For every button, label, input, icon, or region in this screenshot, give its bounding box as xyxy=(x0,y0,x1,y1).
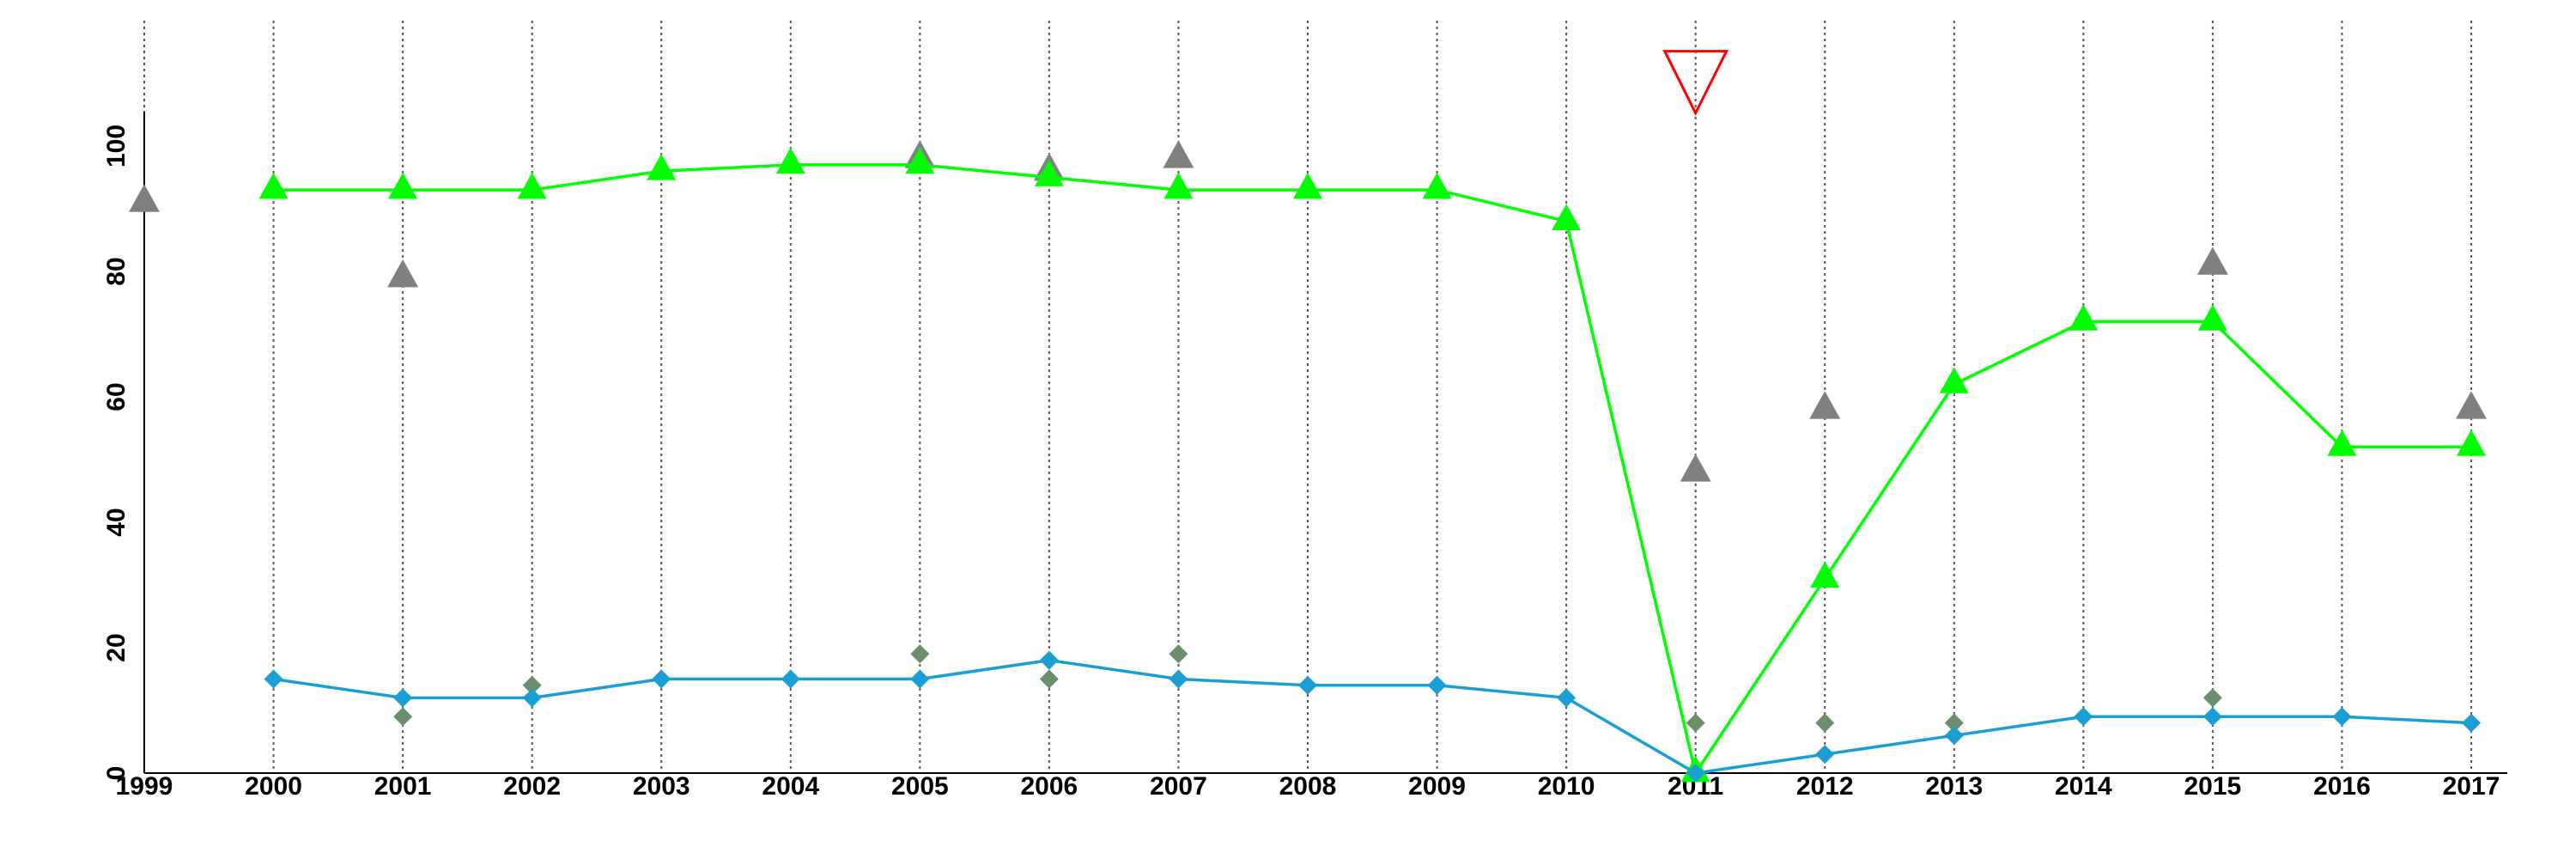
series-0-line xyxy=(273,163,2471,777)
y-tick-label-100: 100 xyxy=(102,125,131,168)
series-1-point-2013 xyxy=(1944,726,1964,746)
series-3-point-2001 xyxy=(393,707,413,727)
x-tick-label-2001: 2001 xyxy=(374,772,432,801)
y-tick-label-40: 40 xyxy=(102,508,131,536)
series-0-point-2004 xyxy=(775,147,805,174)
series-2-point-2012 xyxy=(1809,391,1841,419)
series-0-point-2002 xyxy=(517,172,547,199)
series-0-point-2013 xyxy=(1939,367,1969,393)
series-1-point-2016 xyxy=(2332,707,2352,727)
y-tick-label-80: 80 xyxy=(102,257,131,285)
series-3-point-2002 xyxy=(522,675,542,695)
series-1-point-2002 xyxy=(522,688,542,708)
series-3-point-2011 xyxy=(1686,713,1705,733)
series-1-point-2012 xyxy=(1815,745,1835,765)
series-1-point-2007 xyxy=(1169,669,1188,689)
series-1-point-2011 xyxy=(1686,764,1705,783)
series-2-point-2001 xyxy=(387,259,419,288)
series-0-point-2006 xyxy=(1034,160,1064,186)
series-0-point-2015 xyxy=(2197,304,2227,331)
series-1-point-2014 xyxy=(2074,707,2093,727)
series-3-point-2005 xyxy=(910,644,930,664)
series-0-line xyxy=(258,147,2486,783)
series-0-point-2001 xyxy=(388,172,418,199)
x-tick-label-2000: 2000 xyxy=(245,772,302,801)
series-3-scatter xyxy=(393,644,2222,733)
series-2-point-2017 xyxy=(2456,391,2487,419)
series-2-point-2015 xyxy=(2196,247,2228,275)
grid xyxy=(143,21,2472,773)
series-1-point-2003 xyxy=(652,669,671,689)
series-1-line xyxy=(264,650,2481,783)
x-tick-label-2012: 2012 xyxy=(1796,772,1854,801)
x-tick-label-2017: 2017 xyxy=(2443,772,2500,801)
series-1-point-2015 xyxy=(2202,707,2222,727)
series-0-point-2003 xyxy=(647,154,677,180)
series-0-point-2016 xyxy=(2327,430,2357,456)
series-0-point-2012 xyxy=(1810,561,1840,588)
series-0-point-2000 xyxy=(258,172,289,199)
series-0-point-2008 xyxy=(1293,172,1322,199)
series-3-point-2007 xyxy=(1169,644,1188,664)
axes: 1999 2000 2001 2002 2003 2004 2005 2006 2007 2008… xyxy=(102,112,2507,801)
series-0-point-2014 xyxy=(2069,304,2099,331)
series-1-point-2017 xyxy=(2462,713,2481,733)
series-1-point-2000 xyxy=(264,669,283,689)
y-tick-label-0: 0 xyxy=(102,766,131,781)
series-1-point-2010 xyxy=(1557,688,1577,708)
y-tick-label-60: 60 xyxy=(102,382,131,411)
x-tick-label-2003: 2003 xyxy=(633,772,690,801)
series-1-point-2001 xyxy=(393,688,413,708)
series-1-point-2008 xyxy=(1298,675,1317,695)
x-tick-label-2013: 2013 xyxy=(1925,772,1983,801)
annotation-layer xyxy=(1662,50,1729,116)
y-tick-label-20: 20 xyxy=(102,633,131,661)
x-tick-label-2010: 2010 xyxy=(1538,772,1595,801)
series-3-point-2013 xyxy=(1944,713,1964,733)
x-tick-label-1999: 1999 xyxy=(116,772,173,801)
series-0-point-2017 xyxy=(2457,430,2486,456)
series-0-point-2007 xyxy=(1163,172,1194,199)
series-0-point-2005 xyxy=(905,147,935,174)
series-1-point-2006 xyxy=(1039,650,1059,670)
series-2-point-1999 xyxy=(129,184,160,212)
x-tick-label-2007: 2007 xyxy=(1150,772,1207,801)
series-1-line xyxy=(273,658,2472,775)
series-0-point-2010 xyxy=(1552,204,1582,231)
series-1-point-2009 xyxy=(1427,675,1447,695)
annotation-marker-2011 xyxy=(1662,50,1729,116)
x-tick-label-2006: 2006 xyxy=(1021,772,1078,801)
series-layer xyxy=(129,140,2487,783)
x-tick-label-2005: 2005 xyxy=(891,772,949,801)
series-2-point-2011 xyxy=(1680,454,1711,482)
series-0-point-2009 xyxy=(1422,172,1452,199)
x-tick-label-2016: 2016 xyxy=(2313,772,2371,801)
x-tick-label-2009: 2009 xyxy=(1408,772,1466,801)
series-1-point-2005 xyxy=(910,669,930,689)
series-3-point-2015 xyxy=(2202,688,2222,708)
series-3-point-2006 xyxy=(1039,669,1059,689)
x-tick-label-2002: 2002 xyxy=(503,772,561,801)
x-tick-label-2004: 2004 xyxy=(762,772,819,801)
series-3-point-2012 xyxy=(1815,713,1835,733)
x-tick-label-2008: 2008 xyxy=(1279,772,1337,801)
series-1-point-2004 xyxy=(781,669,800,689)
x-tick-label-2015: 2015 xyxy=(2184,772,2242,801)
series-2-point-2007 xyxy=(1163,140,1194,168)
x-tick-label-2014: 2014 xyxy=(2055,772,2112,801)
